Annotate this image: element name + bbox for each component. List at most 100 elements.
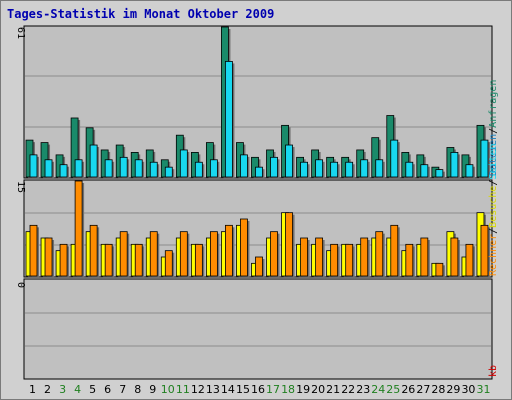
bar-dateien xyxy=(104,159,113,178)
legend-requests: Anfragen xyxy=(488,80,499,128)
day-label: 21 xyxy=(326,383,340,396)
day-label: 1 xyxy=(29,383,36,396)
bar-seiten xyxy=(44,237,53,277)
bar-seiten xyxy=(164,250,173,277)
day-label: 31 xyxy=(476,383,490,396)
day-label: 27 xyxy=(416,383,430,396)
legend-separator-2: / xyxy=(488,228,499,234)
day-label: 30 xyxy=(461,383,475,396)
day-label: 12 xyxy=(191,383,205,396)
bar-seiten xyxy=(435,262,444,277)
day-label: 15 xyxy=(236,383,250,396)
bar-dateien xyxy=(29,154,38,178)
bar-dateien xyxy=(315,159,324,178)
day-label: 14 xyxy=(221,383,235,396)
bar-seiten xyxy=(149,231,158,277)
day-label: 25 xyxy=(386,383,400,396)
legend-hosts-visits-pages: Rechner/Besuche/Seiten xyxy=(488,144,499,277)
legend-requests-files: Dateien/Anfragen xyxy=(488,80,499,176)
day-label: 16 xyxy=(251,383,265,396)
legend-pages: Seiten xyxy=(488,144,499,180)
chart-title: Tages-Statistik im Monat Oktober 2009 xyxy=(7,7,275,21)
bar-seiten xyxy=(104,243,113,277)
bar-seiten xyxy=(29,224,38,277)
bar-seiten xyxy=(119,231,128,277)
y-max-label-kb: 0 xyxy=(15,282,26,288)
bar-seiten xyxy=(465,243,474,277)
day-label: 11 xyxy=(176,383,190,396)
bar-seiten xyxy=(270,231,278,277)
bar-seiten xyxy=(240,218,248,277)
day-label: 26 xyxy=(401,383,415,396)
bar-dateien xyxy=(44,159,53,178)
bar-seiten xyxy=(179,231,188,277)
bar-seiten xyxy=(194,243,203,277)
bar-dateien xyxy=(255,166,263,178)
bar-seiten xyxy=(255,256,263,277)
bar-dateien xyxy=(375,159,384,178)
bar-dateien xyxy=(285,144,293,178)
day-label: 24 xyxy=(371,383,385,396)
bar-dateien xyxy=(164,166,173,178)
day-label: 9 xyxy=(149,383,156,396)
bar-seiten xyxy=(405,243,414,277)
day-label: 4 xyxy=(74,383,81,396)
day-label: 17 xyxy=(266,383,280,396)
bar-dateien xyxy=(420,164,429,178)
bar-seiten xyxy=(390,224,399,277)
bar-seiten xyxy=(285,212,293,277)
bar-dateien xyxy=(194,161,203,178)
day-label: 18 xyxy=(281,383,295,396)
day-label: 28 xyxy=(431,383,445,396)
bar-seiten xyxy=(59,243,68,277)
bar-seiten xyxy=(450,237,459,277)
bar-seiten xyxy=(209,231,218,277)
panel-kb xyxy=(23,278,493,380)
legend-files: Dateien xyxy=(488,134,499,176)
bar-anfragen xyxy=(70,117,79,178)
bar-dateien xyxy=(270,156,278,178)
day-label: 23 xyxy=(356,383,370,396)
day-label: 10 xyxy=(161,383,175,396)
legend-hosts: Rechner xyxy=(488,234,499,276)
bar-dateien xyxy=(300,161,308,178)
day-label: 7 xyxy=(119,383,126,396)
day-label: 22 xyxy=(341,383,355,396)
day-label: 13 xyxy=(206,383,220,396)
day-label: 29 xyxy=(446,383,460,396)
bar-dateien xyxy=(480,139,489,178)
y-max-label-visits: 15 xyxy=(15,181,26,193)
legend-visits: Besuche xyxy=(488,186,499,228)
bar-dateien xyxy=(465,164,474,178)
day-label: 5 xyxy=(89,383,96,396)
day-label: 3 xyxy=(59,383,66,396)
day-label: 19 xyxy=(296,383,310,396)
bar-dateien xyxy=(360,159,369,178)
bar-dateien xyxy=(179,149,188,178)
bar-seiten xyxy=(345,243,354,277)
bar-dateien xyxy=(119,156,128,178)
bar-dateien xyxy=(209,159,218,178)
bar-seiten xyxy=(74,180,83,277)
bar-dateien xyxy=(345,161,354,178)
day-label: 6 xyxy=(104,383,111,396)
bar-dateien xyxy=(134,159,143,178)
bar-seiten xyxy=(315,237,324,277)
legend-separator-3: / xyxy=(488,180,499,186)
bar-seiten xyxy=(420,237,429,277)
bar-anfragen xyxy=(371,137,380,178)
bar-dateien xyxy=(330,161,339,178)
bar-seiten xyxy=(225,224,233,277)
bar-dateien xyxy=(435,169,444,178)
bar-dateien xyxy=(59,164,68,178)
bar-seiten xyxy=(375,231,384,277)
bar-dateien xyxy=(450,152,459,178)
day-label: 20 xyxy=(311,383,325,396)
bar-dateien xyxy=(225,61,233,178)
bar-dateien xyxy=(149,161,158,178)
bar-seiten xyxy=(300,237,308,277)
day-label: 8 xyxy=(134,383,141,396)
bar-seiten xyxy=(134,243,143,277)
bar-dateien xyxy=(74,159,83,178)
